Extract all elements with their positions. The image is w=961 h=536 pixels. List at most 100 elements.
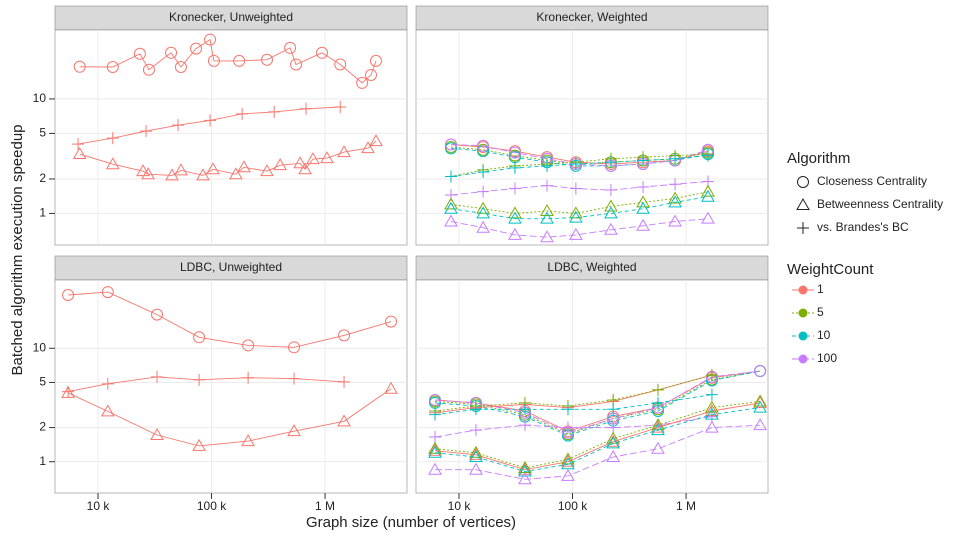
legend-label: 1: [817, 282, 824, 296]
series-line: [434, 400, 761, 469]
point: [651, 383, 664, 396]
point: [165, 46, 178, 59]
point: [569, 210, 583, 223]
point: [606, 436, 621, 449]
series-line: [450, 191, 709, 214]
point: [151, 370, 164, 383]
point: [306, 152, 320, 165]
point: [334, 58, 347, 71]
point: [518, 419, 531, 432]
series-line: [434, 370, 761, 434]
point: [477, 145, 490, 158]
point: [477, 139, 490, 152]
strip: [54, 5, 408, 31]
point: [361, 141, 375, 154]
point: [668, 214, 682, 227]
point: [477, 185, 490, 198]
point: [288, 341, 301, 354]
legend-label: vs. Brandes's BC: [817, 220, 909, 234]
point: [469, 450, 483, 463]
point: [540, 203, 554, 217]
point: [369, 134, 383, 147]
point: [193, 331, 206, 344]
point: [192, 438, 206, 451]
series-line: [67, 388, 392, 447]
point: [444, 142, 457, 155]
x-axis-label: Graph size (number of vertices): [306, 514, 516, 531]
point: [607, 403, 620, 416]
legend-label: 5: [817, 305, 824, 319]
series-line: [434, 370, 761, 437]
point: [476, 206, 490, 219]
strip-title: LDBC, Weighted: [547, 260, 636, 274]
point: [604, 222, 618, 235]
point: [469, 403, 482, 416]
point: [204, 114, 217, 127]
series-line: [79, 38, 377, 84]
point: [540, 211, 554, 224]
y-tick-label: 2: [39, 420, 46, 434]
point: [444, 201, 458, 214]
legend-symbol: [796, 197, 810, 210]
series-line: [434, 370, 761, 432]
x-tick-label: 100 k: [197, 499, 227, 513]
point: [369, 54, 382, 67]
point: [298, 162, 312, 175]
point: [637, 181, 650, 194]
point: [356, 77, 369, 89]
point: [669, 152, 682, 165]
point: [701, 184, 715, 197]
point: [106, 132, 119, 145]
legend-label: 100: [817, 351, 837, 365]
legend-symbol: [797, 222, 809, 234]
point: [101, 377, 114, 390]
point: [668, 191, 682, 204]
point: [604, 206, 618, 219]
point: [701, 189, 715, 202]
point: [337, 414, 351, 427]
point: [569, 158, 582, 171]
point: [636, 218, 650, 231]
y-tick-label: 1: [39, 454, 46, 468]
point: [569, 206, 583, 219]
y-axis-label: Batched algorithm execution speedup: [9, 124, 26, 375]
point: [268, 105, 281, 118]
legend-dot: [798, 354, 808, 364]
legend-label: 10: [817, 328, 831, 342]
strip-title: Kronecker, Weighted: [536, 10, 647, 24]
point: [233, 54, 246, 67]
point: [561, 426, 574, 439]
point: [444, 170, 457, 183]
series-line: [435, 424, 761, 480]
legend-title: Algorithm: [787, 150, 850, 167]
y-tick-label: 10: [33, 340, 47, 354]
point: [429, 408, 442, 421]
point: [636, 201, 650, 214]
point: [541, 179, 554, 192]
point: [193, 373, 206, 386]
point: [204, 33, 217, 46]
strip-title: Kronecker, Unweighted: [169, 10, 293, 24]
x-tick-label: 100 k: [558, 499, 588, 513]
point: [444, 138, 457, 151]
point: [606, 450, 621, 463]
point: [469, 424, 482, 437]
point: [518, 406, 531, 419]
point: [428, 445, 442, 458]
panel: [54, 29, 408, 246]
point: [561, 468, 575, 481]
point: [293, 156, 307, 169]
legend-dot: [798, 331, 808, 341]
point: [469, 445, 483, 458]
point: [476, 201, 490, 214]
point: [518, 472, 532, 485]
x-tick-label: 10 k: [87, 499, 111, 513]
point: [236, 107, 249, 120]
point: [541, 152, 554, 165]
point: [668, 195, 682, 208]
series-line: [450, 155, 709, 177]
point: [140, 125, 153, 138]
point: [136, 164, 150, 177]
point: [429, 431, 442, 444]
